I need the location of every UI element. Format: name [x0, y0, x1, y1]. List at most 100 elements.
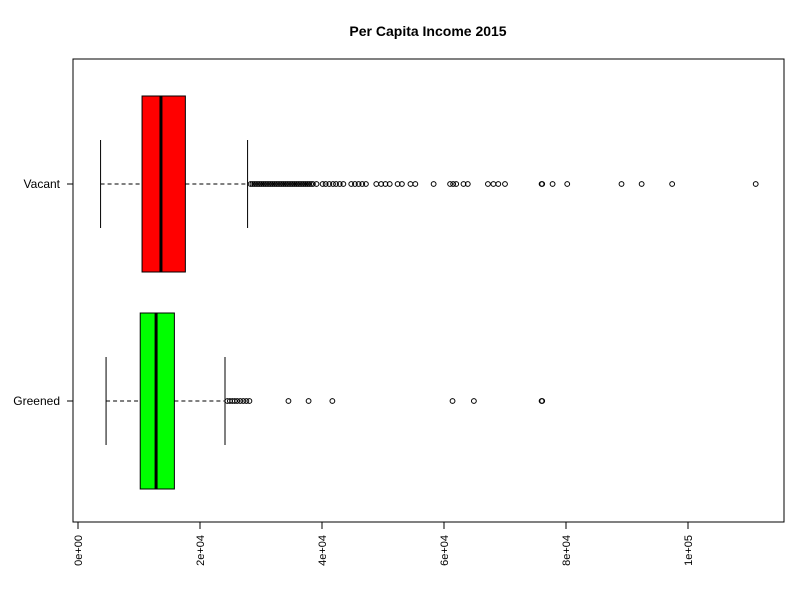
- outlier-vacant: [407, 181, 414, 187]
- outlier-vacant: [291, 181, 298, 187]
- outlier-greened: [329, 398, 336, 404]
- box-group-greened: Greened: [13, 312, 546, 490]
- outlier-vacant: [253, 181, 260, 187]
- x-tick-label: 2e+04: [195, 535, 207, 566]
- outlier-vacant: [348, 181, 355, 187]
- outlier-vacant: [280, 181, 287, 187]
- outlier-vacant: [266, 181, 272, 187]
- outlier-vacant: [298, 181, 305, 187]
- category-label-greened: Greened: [13, 394, 60, 408]
- outlier-vacant: [256, 181, 263, 187]
- outlier-vacant: [638, 181, 645, 187]
- outlier-vacant: [453, 181, 460, 187]
- outlier-vacant: [399, 181, 405, 187]
- outlier-vacant: [302, 181, 309, 187]
- outlier-vacant: [355, 181, 362, 187]
- outlier-vacant: [618, 181, 625, 187]
- outlier-greened: [470, 398, 477, 404]
- outlier-vacant: [309, 181, 316, 187]
- outlier-greened: [539, 398, 546, 404]
- outlier-vacant: [308, 181, 314, 187]
- x-axis: 0e+00 2e+04 4e+04 6e+04 8e+04 1e+05: [73, 521, 695, 566]
- outlier-vacant: [490, 181, 497, 187]
- outlier-vacant: [255, 181, 261, 187]
- outlier-vacant: [258, 181, 265, 187]
- outlier-vacant: [340, 181, 347, 187]
- outlier-vacant: [289, 181, 296, 187]
- box-group-vacant: Vacant: [24, 95, 759, 273]
- outlier-vacant: [412, 181, 419, 187]
- outlier-vacant: [277, 181, 283, 187]
- outlier-vacant: [502, 181, 508, 187]
- outlier-greened: [246, 398, 253, 404]
- chart-title: Per Capita Income 2015: [349, 23, 506, 39]
- box-vacant: [141, 95, 186, 273]
- outlier-vacant: [330, 181, 336, 187]
- outlier-vacant: [464, 181, 471, 187]
- x-tick-label: 6e+04: [439, 535, 451, 566]
- outlier-vacant: [394, 181, 401, 187]
- outlier-vacant: [326, 181, 333, 187]
- category-label-vacant: Vacant: [24, 177, 61, 191]
- outlier-vacant: [359, 181, 366, 187]
- outlier-greened: [285, 398, 292, 404]
- outlier-greened: [243, 398, 250, 404]
- outlier-vacant: [386, 181, 393, 187]
- outlier-vacant: [313, 181, 320, 187]
- outlier-greened: [449, 398, 456, 404]
- outlier-vacant: [322, 181, 329, 187]
- outlier-vacant: [267, 181, 274, 187]
- outlier-vacant: [352, 181, 358, 187]
- outlier-vacant: [485, 181, 491, 187]
- outlier-vacant: [336, 181, 343, 187]
- outlier-vacant: [430, 181, 437, 187]
- outlier-vacant: [752, 181, 759, 187]
- outlier-vacant: [293, 181, 300, 187]
- outlier-vacant: [295, 181, 302, 187]
- x-tick-label: 8e+04: [561, 535, 573, 566]
- outlier-greened: [305, 398, 312, 404]
- outlier-vacant: [297, 181, 303, 187]
- outlier-vacant: [378, 181, 385, 187]
- outlier-vacant: [382, 181, 389, 187]
- outlier-vacant: [249, 181, 256, 187]
- outlier-vacant: [319, 181, 326, 187]
- outlier-vacant: [260, 181, 267, 187]
- outlier-greened: [234, 398, 241, 404]
- outlier-greened: [240, 398, 247, 404]
- outlier-vacant: [539, 181, 546, 187]
- outlier-vacant: [300, 181, 307, 187]
- outlier-vacant: [447, 181, 454, 187]
- outlier-vacant: [264, 181, 271, 187]
- outlier-vacant: [363, 181, 369, 187]
- outlier-vacant: [284, 181, 291, 187]
- outlier-vacant: [669, 181, 676, 187]
- outlier-vacant: [247, 181, 254, 187]
- outlier-vacant: [262, 181, 269, 187]
- outlier-greened: [231, 398, 238, 404]
- outlier-greened: [237, 398, 244, 404]
- outlier-vacant: [373, 181, 380, 187]
- outlier-vacant: [564, 181, 571, 187]
- outlier-vacant: [251, 181, 258, 187]
- outlier-vacant: [286, 181, 292, 187]
- outlier-vacant: [549, 181, 556, 187]
- outlier-vacant: [271, 181, 278, 187]
- x-tick-label: 0e+00: [73, 535, 85, 566]
- outlier-vacant: [275, 181, 281, 187]
- x-tick-label: 4e+04: [317, 535, 329, 566]
- x-tick-label: 1e+05: [683, 535, 695, 566]
- outlier-vacant: [269, 181, 276, 187]
- outlier-vacant: [306, 181, 313, 187]
- outlier-vacant: [287, 181, 294, 187]
- outlier-vacant: [333, 181, 339, 187]
- chart-marks: Greened Vacant: [13, 95, 759, 490]
- outlier-vacant: [450, 181, 457, 187]
- outlier-vacant: [278, 181, 285, 187]
- outlier-vacant: [304, 181, 311, 187]
- outlier-vacant: [495, 181, 502, 187]
- outlier-vacant: [273, 181, 280, 187]
- outlier-vacant: [282, 181, 289, 187]
- outlier-vacant: [460, 181, 467, 187]
